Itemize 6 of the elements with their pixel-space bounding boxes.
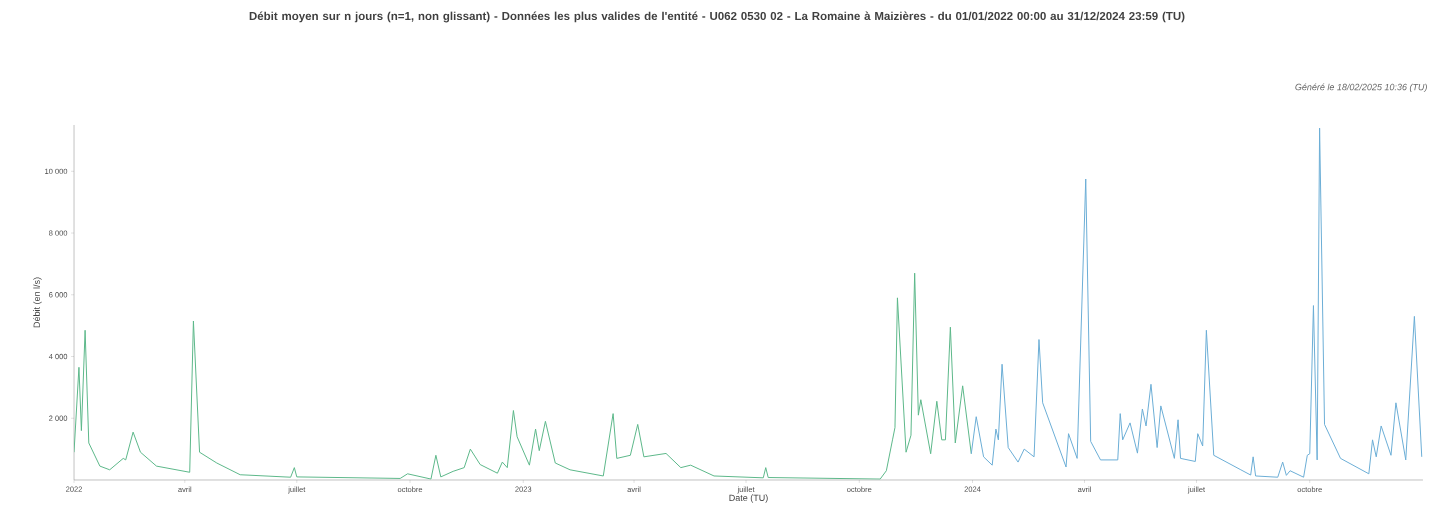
text: Généré le 18/02/2025 10:36 (TU) [1295, 83, 1427, 93]
chart-title: Débit moyen sur n jours (n=1, non glissant) - Données les plus valides de l'entité - U062 0530 02 - La Romaine à Maizières - du 01/01/2022 00:00 au 31/12/2024 23:59 (TU) [249, 11, 1185, 23]
x-axis-title: Date (TU) [729, 494, 768, 503]
y-axis-title: Débit (en l/s) [33, 277, 42, 328]
line-series [74, 272, 972, 480]
line-series [970, 127, 1423, 478]
